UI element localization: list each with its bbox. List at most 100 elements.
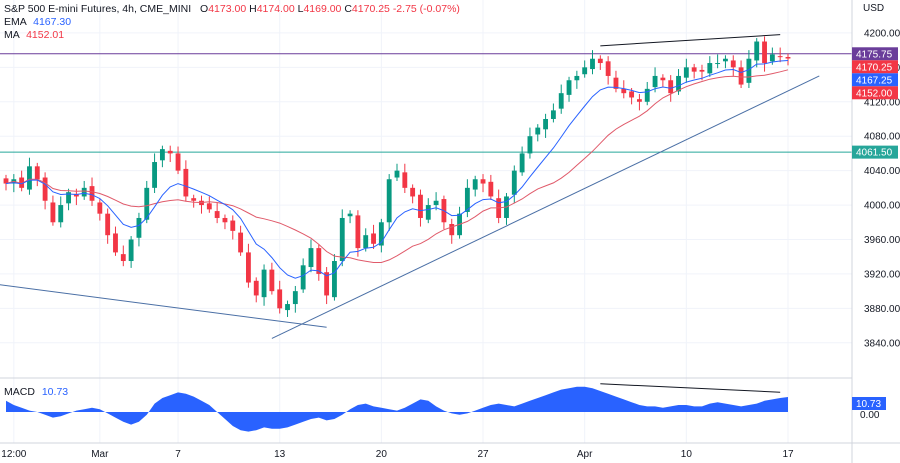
time-tick-label: 20 <box>376 449 388 460</box>
price-badge <box>852 47 898 61</box>
time-tick-label: Apr <box>577 449 593 460</box>
candle-up <box>715 63 721 65</box>
candle-down <box>668 80 674 94</box>
candle-up <box>339 217 345 262</box>
candle-down <box>785 57 791 59</box>
candle-down <box>245 252 251 283</box>
ma-label: MA <box>4 29 20 41</box>
time-tick-label: 13 <box>274 449 286 460</box>
candle-up <box>535 127 541 135</box>
low-value: 4169.00 <box>303 3 342 15</box>
symbol-title[interactable]: S&P 500 E-mini Futures, 4h, CME_MINI <box>4 3 192 15</box>
price-tick-label: 3840.00 <box>864 338 900 349</box>
candle-down <box>175 153 181 171</box>
macd-legend[interactable]: MACD 10.73 <box>4 386 68 398</box>
candle-up <box>566 80 572 95</box>
candle-up <box>378 222 384 246</box>
price-tick-label: 4120.00 <box>864 97 900 108</box>
price-badge-text: 4152.00 <box>856 88 893 99</box>
candle-up <box>425 205 431 220</box>
macd-value-badge <box>852 397 886 410</box>
candle-up <box>81 187 87 197</box>
ema-line <box>5 60 789 279</box>
horizontal-levels <box>0 53 852 153</box>
low-label: L <box>297 3 304 15</box>
macd-label: MACD <box>4 386 35 398</box>
candle-down <box>371 233 376 244</box>
candle-up <box>433 200 439 206</box>
candle-down <box>277 289 283 309</box>
price-badge-text: 4167.25 <box>856 75 893 86</box>
rising-support-trendline <box>271 75 820 339</box>
candle-up <box>590 58 595 70</box>
candle-up <box>128 239 134 262</box>
candle-up <box>519 153 525 173</box>
candle-up <box>769 54 775 62</box>
candle-up <box>159 149 165 161</box>
candle-down <box>19 177 25 188</box>
candle-down <box>34 166 40 180</box>
candle-down <box>480 179 486 184</box>
candle-up <box>300 265 306 290</box>
candle-up <box>27 166 32 190</box>
time-tick-label: 17 <box>782 449 794 460</box>
price-tick-label: 3880.00 <box>864 304 900 315</box>
candle-down <box>167 150 173 154</box>
candle-down <box>613 77 619 89</box>
price-badge <box>852 86 898 100</box>
currency-label: USD <box>863 3 885 14</box>
candle-down <box>621 88 627 94</box>
candle-down <box>183 168 189 197</box>
time-tick-label: 27 <box>477 449 489 460</box>
candle-up <box>558 93 564 109</box>
candle-down <box>762 41 767 64</box>
candle-down <box>691 67 697 72</box>
grid <box>0 0 852 443</box>
price-badge <box>852 60 898 74</box>
candle-down <box>597 58 603 64</box>
price-badges: 4175.75 4170.25 4167.25 4152.00 4061.50 <box>852 47 898 159</box>
candle-down <box>660 77 666 81</box>
candle-down <box>316 248 322 274</box>
ema-row[interactable]: EMA 4167.30 <box>4 16 460 29</box>
candle-down <box>120 254 126 262</box>
price-tick-label: 4080.00 <box>864 132 900 143</box>
candle-down <box>222 217 228 223</box>
candle-down <box>402 172 408 188</box>
price-pane <box>0 0 852 443</box>
macd-histogram-area <box>6 386 788 432</box>
macd-zero-label: 0.00 <box>860 410 880 421</box>
price-badge <box>852 73 898 87</box>
candle-up <box>152 162 158 188</box>
chart-legend: S&P 500 E-mini Futures, 4h, CME_MINI O41… <box>4 3 460 42</box>
price-tick-label: 3920.00 <box>864 269 900 280</box>
candle-down <box>73 193 79 197</box>
candle-up <box>511 170 517 195</box>
top-divergence-trendline <box>600 34 781 47</box>
candle-down <box>238 232 244 253</box>
candle-up <box>394 170 400 178</box>
candle-down <box>206 203 212 210</box>
candle-down <box>113 233 118 253</box>
ma-row[interactable]: MA 4152.01 <box>4 29 460 42</box>
close-label: C <box>344 3 352 15</box>
time-tick-label: 7 <box>175 449 181 460</box>
candle-up <box>543 118 549 130</box>
ma-line <box>5 69 789 263</box>
candle-up <box>386 179 392 223</box>
candle-up <box>261 269 267 298</box>
high-value: 4174.00 <box>256 3 295 15</box>
candle-up <box>144 187 150 220</box>
candle-down <box>97 202 103 214</box>
price-tick-label: 4040.00 <box>864 166 900 177</box>
candle-down <box>738 67 744 85</box>
ema-value: 4167.30 <box>33 16 72 28</box>
change-value: -2.75 (-0.07%) <box>392 3 460 15</box>
candle-up <box>292 291 298 305</box>
candle-up <box>723 58 728 62</box>
candle-up <box>527 136 533 154</box>
candle-down <box>488 181 494 197</box>
price-badge-text: 4170.25 <box>856 62 893 73</box>
time-axis[interactable]: 12:00 Mar 7 13 20 27 Apr 10 17 <box>1 449 794 460</box>
